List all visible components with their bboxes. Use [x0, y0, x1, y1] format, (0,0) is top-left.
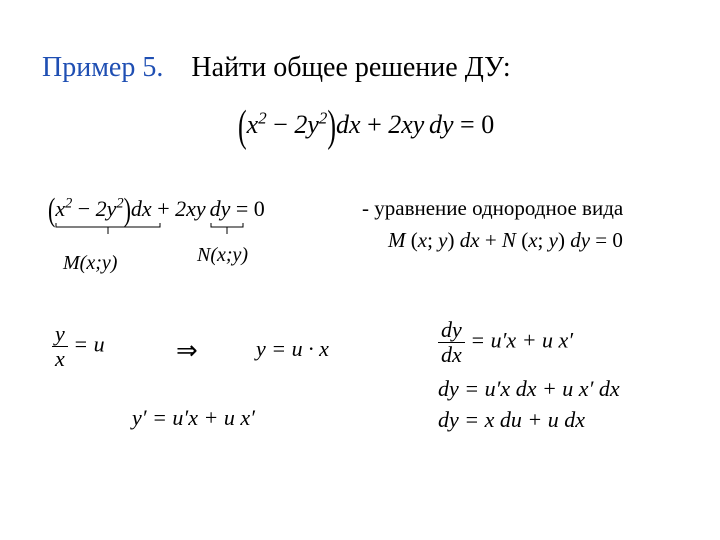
title-rest: Найти общее решение ДУ:	[191, 52, 510, 83]
main-equation: (x2 − 2y2)dx + 2xydy = 0	[238, 110, 494, 142]
title-accent: Пример 5.	[42, 52, 163, 83]
frac-num: y	[52, 322, 68, 347]
dy-dx-expression: dy dx = u′x + u x′	[438, 318, 573, 367]
substitution-y-over-x: y x = u	[52, 322, 105, 371]
eq-y-equals-ux: y = u · x	[256, 336, 329, 362]
dy-line-1: dy = u′x dx + u x′ dx	[438, 376, 620, 402]
y-prime-expression: y′ = u′x + u x′	[132, 405, 255, 431]
frac-den-dx: dx	[438, 343, 465, 367]
fraction-y-x: y x	[52, 322, 68, 371]
fraction-dy-dx: dy dx	[438, 318, 465, 367]
bracket-icon	[55, 222, 161, 236]
annotated-equation: (x2 − 2y2)dx + 2xydy = 0	[48, 196, 265, 223]
mn-general-form: M (x; y) dx + N (x; y) dy = 0	[388, 228, 623, 253]
bracket-n	[210, 222, 244, 236]
homogeneous-text: - уравнение однородное вида	[362, 196, 623, 221]
frac-den: x	[52, 347, 68, 371]
implies-arrow: ⇒	[176, 336, 198, 366]
bracket-m	[55, 222, 161, 236]
label-m: M(x;y)	[63, 252, 117, 275]
dy-line-2: dy = x du + u dx	[438, 407, 585, 433]
slide-title: Пример 5. Найти общее решение ДУ:	[42, 52, 511, 84]
dydx-rhs: = u′x + u x′	[470, 328, 573, 353]
label-n: N(x;y)	[197, 244, 248, 267]
eq-u: = u	[73, 332, 104, 357]
frac-num-dy: dy	[438, 318, 465, 343]
bracket-icon	[210, 222, 244, 236]
